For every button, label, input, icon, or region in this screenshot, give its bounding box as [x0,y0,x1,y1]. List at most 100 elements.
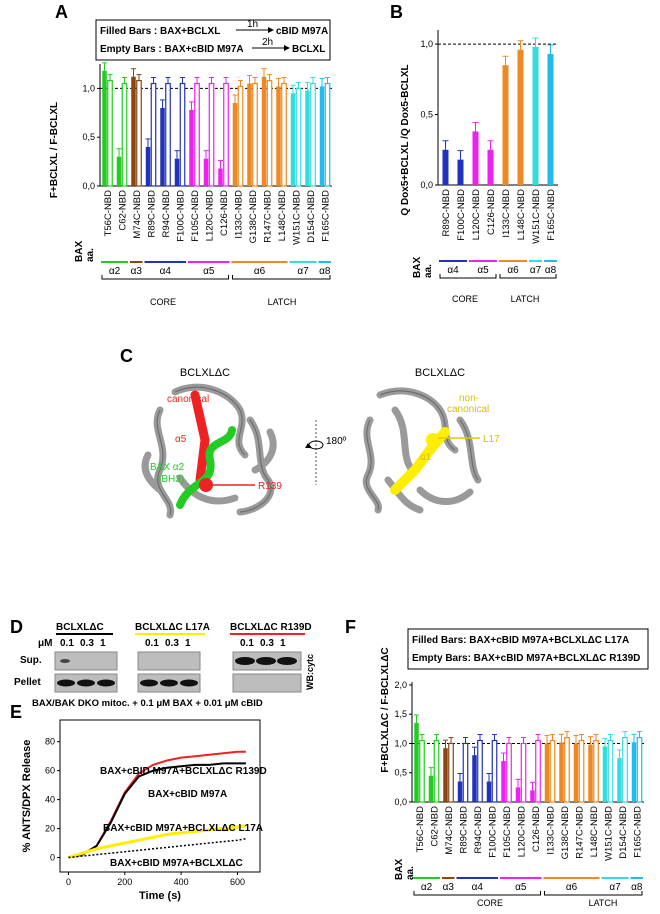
panel-f-filled-bar [573,743,579,802]
band-pellet-2-1 [140,679,158,687]
panel-b-bar [457,159,464,185]
blot-pellet-3 [232,673,302,693]
panel-f-category-label: F165C-NBD [632,806,643,858]
panel-a-category-label: F100C-NBD [175,190,186,242]
panel-f-empty-bar [607,739,614,803]
panel-f-latch-bracket [544,891,643,896]
panel-a-bax-label: BAX [74,241,85,262]
panel-f-empty-bar [462,742,469,803]
panel-f-filled-bar [501,761,506,802]
panel-a-filled-bar [131,76,136,186]
band-pellet-1-1 [57,679,75,687]
panel-a-y-tick-label: 0,5 [82,132,95,142]
panel-f-category-label: C62-NBD [429,806,440,847]
panel-f-filled-bar [602,746,608,802]
panel-a-empty-bar [179,82,186,187]
panel-f-filled-bar [544,743,550,802]
panel-a-legend-empty-target: BCLXL [292,44,325,55]
panel-a-empty-bar [266,79,273,187]
panel-label-c: C [120,346,133,366]
panel-b-category-label: R89C-NBD [441,189,452,237]
panel-f-empty-bar [491,739,498,803]
panel-f-empty-bar [506,742,512,803]
panel-e-x-tick-label: 400 [174,877,189,887]
panel-b-category-label: W151C-NBD [531,189,542,244]
panel-f-aa-label: aa. [405,866,416,880]
panel-d-conc-2-3: 1 [185,638,191,649]
panel-b-aa-label: aa. [423,264,434,278]
panel-b-bar [532,46,539,186]
panel-f-category-label: G138C-NBD [560,806,571,859]
panel-f-helix-label: α8 [631,882,643,893]
band-pellet-1-3 [97,679,115,687]
l17-residue-sphere [426,433,440,447]
panel-e-y-tick-label: 60 [45,766,55,776]
panel-d-sup-label: Sup. [20,655,42,666]
panel-a-filled-bar [247,83,252,186]
panel-f-y-tick-label: 1,0 [394,738,407,748]
panel-f-category-label: F100C-NBD [487,806,498,858]
panel-b-core-label: CORE [452,294,478,304]
panel-e-series-label-2: BAX+cBID M97A [148,789,227,800]
panel-a-empty-bar [295,87,302,187]
panel-f-helix-label: α6 [566,882,578,893]
panel-a-legend-empty-step: 2h [262,37,273,48]
panel-b-category-label: F165C-NBD [546,189,557,241]
panel-f-filled-bar [443,748,448,802]
panel-b-helix-label: α6 [507,265,519,276]
panel-f-core-bracket [413,891,541,896]
panel-a-empty-bar [223,82,229,187]
panel-f-bax-label: BAX [394,859,405,880]
panel-c-non-label: non- [459,393,479,404]
panel-f-empty-bar [520,742,527,803]
panel-f-category-label: L148C-NBD [589,806,600,857]
panel-a-empty-bar [237,85,244,187]
panel-d-conc-3-1: 0.1 [240,638,254,649]
panel-a-category-label: L148C-NBD [277,190,288,241]
panel-c-structures: BCLXLΔC BCLXLΔC canonical α5 BAX α2 (BH3… [141,367,500,519]
panel-f-category-label: M74C-NBD [444,806,455,855]
panel-f-helix-label: α7 [609,882,621,893]
panel-c-alpha5-label: α5 [175,434,187,445]
panel-d-group-1-label: BCLXLΔC [56,622,104,633]
band-pellet-2-3 [180,679,198,687]
panel-f-empty-bar [593,739,599,803]
panel-d-group-3-label: BCLXLΔC R139D [230,622,312,633]
panel-f-filled-bar [588,744,593,802]
rotation-arrowhead-icon [305,443,312,448]
panel-f-legend-filled: Filled Bars: BAX+cBID M97A+BCLXLΔC L17A [412,635,629,646]
panel-b-bax-label: BAX [412,257,423,278]
panel-c-canonical-label: canonical [167,394,209,405]
band-sup-3-3 [277,657,297,665]
panel-f-empty-bar [448,742,454,803]
panel-a-category-label: G138C-NBD [248,190,259,243]
panel-b-bar [517,49,524,186]
panel-b-helix-label: α8 [545,265,557,276]
panel-a-category-label: R94C-NBD [161,190,172,238]
panel-b-category-label: C126-NBD [486,189,497,235]
panel-b-core-bracket [439,274,497,279]
panel-e-y-tick-label: 80 [45,737,55,747]
panel-d-conc-1-2: 0.3 [80,638,94,649]
panel-f-category-label: W151C-NBD [603,806,614,861]
panel-c-alpha1-label: α1 [420,452,432,463]
panel-a-empty-bar [121,82,128,187]
panel-f-category-label: R147C-NBD [574,806,585,859]
panel-f-empty-bar [564,737,570,803]
panel-f-y-tick-label: 0,5 [394,768,407,778]
panel-f-helix-label: α5 [515,882,527,893]
band-pellet-1-2 [77,679,95,687]
panel-f-legend-box [407,628,649,670]
panel-f-category-label: C126-NBD [531,806,542,852]
panel-f-empty-bar [477,739,483,803]
bax-alpha2-helix [176,426,236,509]
panel-e-x-tick-label: 0 [66,877,71,887]
panel-f-category-label: T56C-NBD [415,806,426,853]
panel-f-empty-bar [549,739,556,803]
panel-f-filled-bar [428,775,434,802]
panel-f-latch-label: LATCH [589,898,618,908]
panel-a-legend-filled-arrowhead [268,27,274,33]
panel-b-helix-label: α5 [477,265,489,276]
panel-d-wb-label: WB:cytc [305,654,315,690]
panel-d-footer: BAX/BAK DKO mitoc. + 0.1 μM BAX + 0.01 μ… [32,698,263,709]
